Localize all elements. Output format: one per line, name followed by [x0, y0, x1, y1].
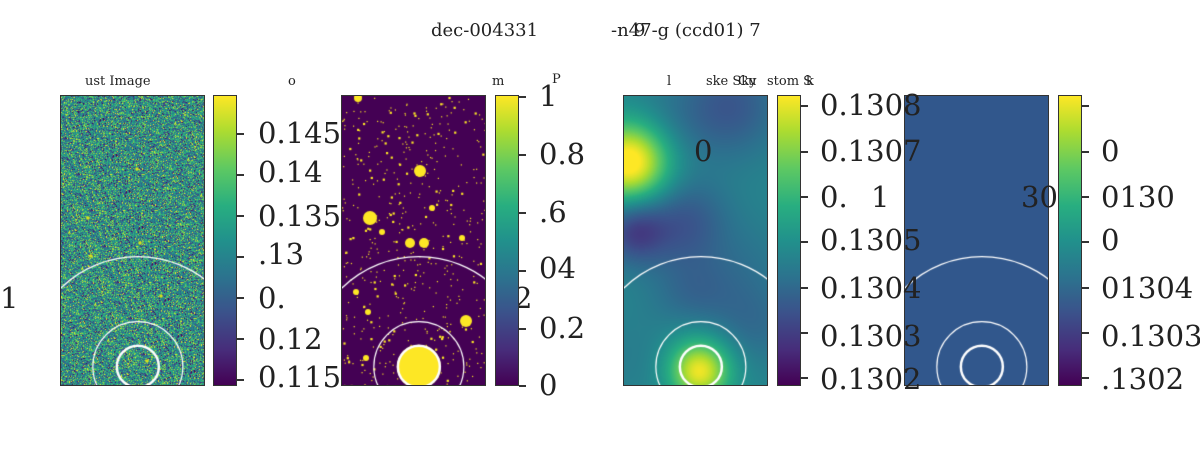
cb4-ticklabel: 0	[1101, 134, 1120, 168]
cb2-ticklabel: 0.8	[539, 137, 586, 171]
panel2-colorbar	[495, 95, 519, 386]
panel3-heatmap	[624, 96, 767, 385]
panel4-title-extra: Cu	[738, 74, 757, 89]
cb2-ticklabel: 1	[539, 79, 558, 113]
cb1-tickmark	[237, 174, 244, 176]
cb2-ticklabel: 04	[539, 251, 576, 285]
cb1-tickmark	[237, 379, 244, 381]
cb2-tickmark	[519, 385, 526, 387]
panel3-title: l	[667, 74, 672, 89]
cb1-ticklabel: 0.12	[258, 322, 323, 356]
panel1-colorbar	[213, 95, 237, 386]
cb3-tickmark	[801, 241, 808, 243]
cb4-tickmark	[1082, 377, 1089, 379]
panel4-title-extra2: stom S	[767, 74, 813, 89]
cb2-tickmark	[519, 328, 526, 330]
cb2-ticklabel: .6	[539, 195, 567, 229]
panel3-colorbar	[777, 95, 801, 386]
panel2-image	[341, 95, 486, 386]
cb1-ticklabel: 0.145	[258, 116, 342, 150]
panel4-image	[904, 95, 1049, 386]
cb3-ticklabel: 0.1308	[820, 88, 922, 122]
suptitle-left: dec-004331	[431, 20, 539, 41]
panel1-title: ust Image	[85, 74, 151, 89]
cb2-tickmark	[519, 96, 526, 98]
cb2-ticklabel: 0	[539, 368, 558, 402]
cb4-tickmark	[1082, 151, 1089, 153]
cb3-ticklabel: 0.	[820, 180, 848, 214]
cb1-tickmark	[237, 297, 244, 299]
cb3-tickmark	[801, 151, 808, 153]
cb3-tickmark	[801, 287, 808, 289]
cb3-ticklabel: 0.1305	[820, 223, 922, 257]
cb4-tickmark	[1082, 241, 1089, 243]
suptitle-overlap: 9	[634, 20, 646, 41]
cb3-tickmark	[801, 196, 808, 198]
cb3-ticklabel: 0.1303	[820, 319, 922, 353]
panel3-image	[623, 95, 768, 386]
cb2-tickmark	[519, 270, 526, 272]
panel4-overlay-label: 30	[1021, 180, 1058, 214]
suptitle-right: -n47-g (ccd01) 7	[611, 20, 761, 41]
panel1-ylabel: 1	[0, 281, 19, 315]
panel1-heatmap	[61, 96, 204, 385]
cb3-ticklabel: 0.1302	[820, 362, 922, 396]
cb1-ticklabel: 0.135	[258, 199, 342, 233]
cb4-ticklabel: 0.1303	[1101, 319, 1200, 353]
panel3-extra-label: 1	[871, 180, 890, 214]
cb1-ticklabel: 0.	[258, 281, 286, 315]
cb3-tickmark	[801, 105, 808, 107]
cb3-ticklabel: 0.1304	[820, 271, 922, 305]
cb4-tickmark	[1082, 196, 1089, 198]
cb4-tickmark	[1082, 105, 1089, 107]
cb1-ticklabel: 0.115	[258, 360, 342, 394]
cb1-ticklabel: .13	[258, 237, 305, 271]
cb4-ticklabel: 01304	[1101, 271, 1194, 305]
panel2-heatmap	[342, 96, 485, 385]
cb1-tickmark	[237, 215, 244, 217]
cb4-ticklabel: 0130	[1101, 180, 1175, 214]
cb4-ticklabel: .1302	[1101, 362, 1185, 396]
cb4-ticklabel: 0	[1101, 223, 1120, 257]
cb3-tickmark	[801, 377, 808, 379]
panel4-heatmap	[905, 96, 1048, 385]
panel4-title-extra3: k	[806, 74, 814, 89]
panel4-colorbar	[1058, 95, 1082, 386]
panel3-overlay-label: 0	[694, 134, 713, 168]
cb3-ticklabel: 0.1307	[820, 134, 922, 168]
panel2-title-extra2: P	[552, 72, 561, 87]
cb4-tickmark	[1082, 332, 1089, 334]
panel2-title-extra: m	[492, 74, 505, 89]
cb2-ticklabel: 0.2	[539, 311, 586, 345]
cb1-ticklabel: 0.14	[258, 155, 323, 189]
cb3-tickmark	[801, 332, 808, 334]
cb1-tickmark	[237, 133, 244, 135]
panel2-title: o	[288, 74, 296, 89]
panel1-image	[60, 95, 205, 386]
cb2-tickmark	[519, 154, 526, 156]
cb2-tickmark	[519, 212, 526, 214]
cb4-tickmark	[1082, 287, 1089, 289]
cb1-tickmark	[237, 338, 244, 340]
cb1-tickmark	[237, 256, 244, 258]
panel4-title: ske Sky	[706, 74, 757, 89]
